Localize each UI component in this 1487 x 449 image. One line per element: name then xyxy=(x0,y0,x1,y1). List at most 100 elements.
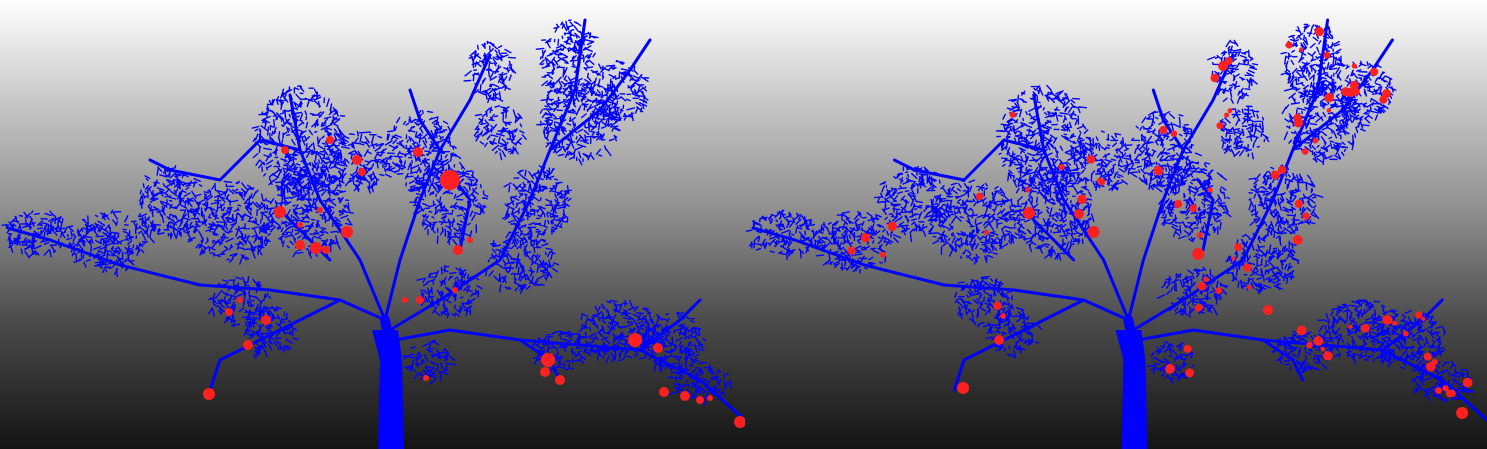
right-fruit xyxy=(1382,315,1393,325)
right-fruit xyxy=(1351,63,1357,69)
left-foliage-cluster xyxy=(402,339,457,385)
left-foliage-cluster xyxy=(243,305,299,359)
right-fruit xyxy=(1183,344,1192,353)
right-foliage-cluster xyxy=(1225,229,1300,295)
right-fruit xyxy=(1392,320,1398,326)
right-fruit xyxy=(1323,350,1333,361)
left-fruit xyxy=(680,391,690,401)
right-fruit xyxy=(1207,187,1213,193)
left-foliage-cluster xyxy=(473,105,527,161)
right-foliage-cluster xyxy=(873,165,954,243)
right-fruit xyxy=(1185,368,1195,378)
right-fruit xyxy=(1323,51,1331,59)
right-fruit xyxy=(1340,87,1351,97)
left-foliage-cluster xyxy=(267,166,354,259)
right-fruit xyxy=(1456,407,1469,419)
right-fruit xyxy=(887,221,898,232)
left-fruit xyxy=(203,388,215,400)
right-fruit xyxy=(1326,108,1332,113)
right-fruit xyxy=(1370,67,1379,76)
right-foliage-cluster xyxy=(1217,105,1270,160)
right-fruit xyxy=(1423,352,1432,361)
right-fruit xyxy=(983,230,989,235)
right-fruit xyxy=(1096,177,1103,184)
right-fruit xyxy=(975,192,984,201)
left-fruit xyxy=(659,387,669,397)
point-cloud-panel-right xyxy=(745,0,1487,449)
right-fruit xyxy=(957,382,970,394)
left-foliage-cluster xyxy=(416,264,483,319)
right-fruit xyxy=(1462,377,1473,388)
left-fruit xyxy=(440,170,460,190)
right-fruit xyxy=(1247,285,1252,290)
right-fruit xyxy=(1298,47,1304,52)
right-fruit xyxy=(1243,263,1252,272)
left-foliage-cluster xyxy=(536,80,622,166)
right-fruit xyxy=(1348,324,1353,329)
right-fruit xyxy=(1087,226,1100,238)
right-fruit xyxy=(1285,41,1293,49)
left-fruit xyxy=(297,222,303,228)
right-fruit xyxy=(1324,92,1334,103)
right-fruit xyxy=(1165,363,1175,374)
right-foliage-cluster xyxy=(1314,299,1411,364)
right-branch xyxy=(1136,328,1487,422)
left-fruit xyxy=(326,136,334,144)
right-fruit xyxy=(1170,130,1178,138)
right-fruit xyxy=(1381,89,1392,99)
left-fruit xyxy=(358,168,366,176)
right-foliage-cluster xyxy=(1280,23,1346,105)
right-fruit xyxy=(1294,199,1304,208)
left-foliage-cluster xyxy=(631,311,707,373)
left-foliage-cluster xyxy=(66,209,155,278)
right-fruit xyxy=(1000,313,1007,319)
right-fruit xyxy=(1312,137,1319,144)
right-fruit xyxy=(1231,256,1236,261)
right-fruit xyxy=(1292,235,1303,245)
left-fruit xyxy=(696,396,704,404)
left-fruit xyxy=(402,297,408,303)
right-fruit xyxy=(1086,155,1096,164)
left-foliage-cluster xyxy=(590,59,650,123)
left-fruit xyxy=(295,240,305,250)
right-fruit xyxy=(1349,80,1359,90)
right-fruit xyxy=(1189,204,1198,213)
left-fruit xyxy=(734,416,745,428)
right-fruit xyxy=(860,233,871,243)
right-branch xyxy=(1032,93,1130,322)
left-foliage-cluster xyxy=(1,210,77,259)
left-fruit xyxy=(416,296,424,304)
right-fruit xyxy=(1210,73,1220,83)
right-fruit xyxy=(1192,248,1205,260)
right-fruit xyxy=(1277,165,1287,175)
left-fruit xyxy=(243,340,253,350)
right-fruit xyxy=(1270,170,1280,180)
left-fruit xyxy=(274,206,286,218)
right-branch xyxy=(1123,315,1141,449)
left-fruit xyxy=(423,375,429,381)
left-branch xyxy=(148,138,302,182)
left-fruit-points xyxy=(203,136,745,428)
left-foliage-cluster xyxy=(531,330,592,373)
right-fruit xyxy=(1415,311,1423,319)
right-branch xyxy=(952,298,1086,392)
right-fruit xyxy=(847,246,856,255)
left-fruit xyxy=(352,155,362,165)
left-fruit xyxy=(225,308,233,316)
left-fruit xyxy=(540,367,550,377)
right-foliage-cluster xyxy=(812,210,901,274)
right-foliage-cluster xyxy=(985,306,1043,359)
left-fruit xyxy=(453,245,463,255)
right-fruit-points xyxy=(847,27,1473,419)
right-fruit xyxy=(1197,232,1203,239)
right-fruit xyxy=(1351,87,1360,96)
right-fruit xyxy=(1293,113,1302,122)
right-fruit xyxy=(1314,27,1324,37)
left-branch xyxy=(380,315,397,449)
right-fruit xyxy=(1174,200,1183,208)
right-foliage-cluster xyxy=(1373,310,1446,372)
left-fruit xyxy=(628,333,642,347)
right-fruit xyxy=(1306,341,1313,349)
left-foliage-cluster xyxy=(463,40,517,104)
